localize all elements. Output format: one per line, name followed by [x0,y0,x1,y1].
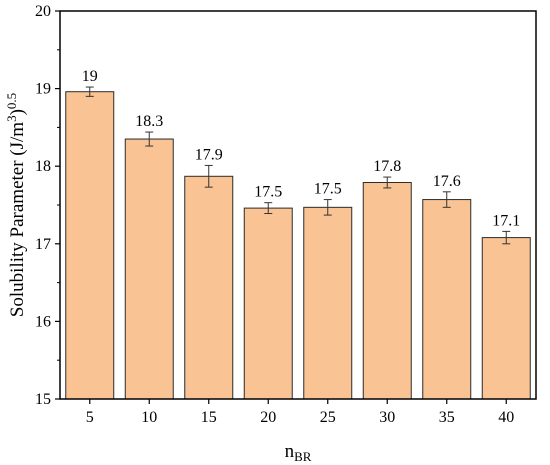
bar-40 [481,237,531,400]
data-label-10: 18.3 [135,113,163,130]
bar-10 [124,138,174,400]
data-labels-layer: 19 18.3 17.9 17.5 17.5 17.8 17.6 17.1 [82,68,521,229]
y-tick-label-18: 18 [35,158,51,175]
y-axis-title-superscript-2: 0.5 [4,93,19,109]
data-label-15: 17.9 [195,146,223,163]
x-tick-label-35: 35 [439,409,455,426]
y-axis-title-main: Solubility Parameter (J/m [7,122,28,317]
x-axis-title-subscript: BR [294,449,312,464]
data-label-40: 17.1 [492,212,520,229]
x-tick-label-30: 30 [379,409,395,426]
bar-15 [184,175,234,400]
bar-30 [362,181,412,400]
x-tick-label-10: 10 [141,409,157,426]
x-axis-title-main: n [285,441,295,462]
y-tick-label-17: 17 [35,236,51,253]
error-bars-layer [85,86,511,245]
y-axis: 15 16 17 18 19 20 [35,3,60,408]
y-tick-label-20: 20 [35,3,51,20]
y-tick-label-15: 15 [35,391,51,408]
y-tick-label-19: 19 [35,81,51,98]
y-axis-title: Solubility Parameter (J/m3)0.5 [4,93,28,317]
y-tick-label-16: 16 [35,313,51,330]
bars-layer [65,91,531,400]
x-tick-label-15: 15 [201,409,217,426]
y-axis-title-close: ) [7,109,28,115]
x-tick-label-25: 25 [320,409,336,426]
x-axis: 5 10 15 20 25 30 35 40 [86,399,514,426]
data-label-30: 17.8 [373,158,401,175]
data-label-35: 17.6 [433,173,461,190]
bar-5 [65,91,115,400]
x-axis-title: nBR [285,441,312,464]
x-tick-label-5: 5 [86,409,94,426]
bar-20 [243,207,293,400]
x-tick-label-40: 40 [498,409,514,426]
bar-35 [422,199,472,400]
data-label-20: 17.5 [254,184,282,201]
x-tick-label-20: 20 [260,409,276,426]
bar-25 [303,206,353,400]
data-label-5: 19 [82,68,98,85]
data-label-25: 17.5 [314,181,342,198]
y-axis-title-superscript-1: 3 [4,115,19,122]
